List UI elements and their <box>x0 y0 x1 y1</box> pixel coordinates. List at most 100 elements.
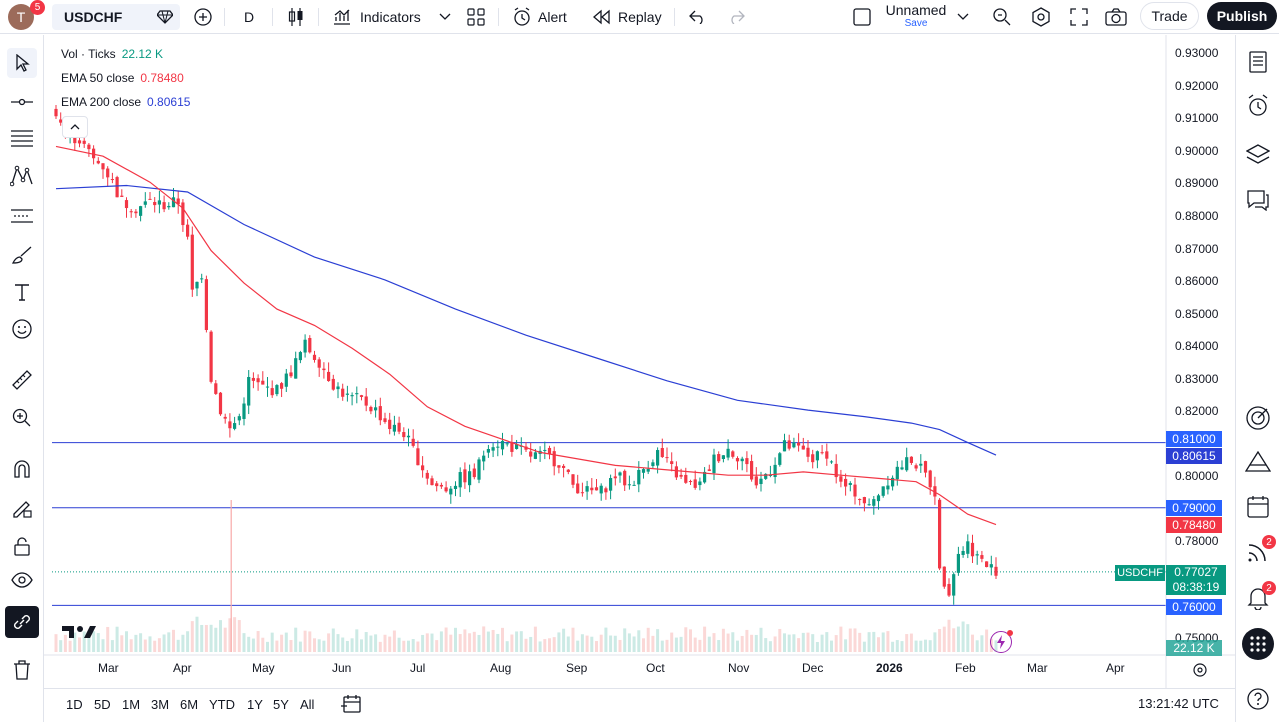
undo-icon[interactable] <box>686 0 710 34</box>
candle-body <box>891 477 895 487</box>
range-button-6m[interactable]: 6M <box>180 696 199 712</box>
volume-bar <box>510 634 514 652</box>
zoom-in-icon[interactable] <box>7 403 37 433</box>
pyramid-icon[interactable] <box>1243 447 1273 477</box>
candle-body <box>792 442 796 448</box>
candle-body <box>453 485 458 490</box>
publish-button[interactable]: Publish <box>1207 2 1277 30</box>
bell-icon[interactable] <box>1243 583 1273 613</box>
camera-icon[interactable] <box>1104 0 1128 34</box>
link-icon[interactable] <box>5 606 39 638</box>
chat-icon[interactable] <box>1243 185 1273 215</box>
candle-body <box>970 542 975 557</box>
range-button-1d[interactable]: 1D <box>66 696 83 712</box>
indicators-button[interactable]: Indicators <box>332 0 432 34</box>
text-icon[interactable] <box>7 277 37 307</box>
layers-icon[interactable] <box>1243 139 1273 169</box>
symbol-search[interactable]: USDCHF <box>52 4 180 30</box>
symbol-tag: USDCHF <box>1115 565 1165 581</box>
volume-bar <box>303 630 307 652</box>
interval-button[interactable]: D <box>243 9 255 25</box>
trash-icon[interactable] <box>7 655 37 685</box>
candle-body <box>764 473 768 479</box>
volume-bar <box>562 628 566 652</box>
volume-bar <box>270 632 274 652</box>
brush-icon[interactable] <box>7 240 37 270</box>
volume-bar <box>886 631 890 652</box>
volume-bar <box>895 640 899 652</box>
watchlist-icon[interactable] <box>1243 47 1273 77</box>
range-button-5d[interactable]: 5D <box>94 696 111 712</box>
candle-type-icon[interactable] <box>284 0 308 34</box>
pencil-lock-icon[interactable] <box>7 493 37 523</box>
range-button-ytd[interactable]: YTD <box>209 696 235 712</box>
volume-bar <box>632 636 636 652</box>
date-range-icon[interactable] <box>340 694 362 719</box>
volume-bar <box>167 632 171 652</box>
layout-toggle-icon[interactable] <box>851 0 873 34</box>
layout-name[interactable]: Unnamed Save <box>884 3 948 30</box>
candle-body <box>204 279 208 330</box>
ruler-icon[interactable] <box>7 365 37 395</box>
target-icon[interactable] <box>1243 403 1273 433</box>
range-button-all[interactable]: All <box>300 696 315 712</box>
axis-settings-icon[interactable] <box>1192 662 1208 683</box>
range-button-5y[interactable]: 5Y <box>273 696 289 712</box>
volume-bar <box>364 632 368 652</box>
candle-body <box>294 358 298 379</box>
range-button-1y[interactable]: 1Y <box>247 696 263 712</box>
legend-ema50: EMA 50 close 0.78480 <box>61 71 184 85</box>
trend-line-icon[interactable] <box>7 87 37 117</box>
diamond-icon[interactable] <box>157 10 173 24</box>
chevron-down-icon[interactable] <box>956 0 970 34</box>
volume-bar <box>280 634 284 652</box>
volume-bar <box>519 631 523 652</box>
trade-button[interactable]: Trade <box>1140 2 1199 30</box>
volume-bar <box>374 634 378 652</box>
candle-body <box>181 202 185 226</box>
volume-bar <box>383 634 387 652</box>
eye-icon[interactable] <box>7 565 37 595</box>
clock-readout[interactable]: 13:21:42 UTC <box>1138 696 1219 711</box>
price-chart[interactable] <box>44 35 1235 688</box>
alert-button[interactable]: Alert <box>512 0 576 34</box>
magnet-icon[interactable] <box>7 454 37 484</box>
settings-gear-icon[interactable] <box>1029 0 1053 34</box>
time-axis-label: Apr <box>173 661 192 675</box>
lock-icon[interactable] <box>7 531 37 561</box>
candle-body <box>195 281 199 289</box>
price-axis-label: 0.84000 <box>1175 339 1219 353</box>
candle-body <box>228 421 232 429</box>
forecast-icon[interactable] <box>7 201 37 231</box>
lightning-icon[interactable] <box>990 630 1013 653</box>
alarm-clock-icon[interactable] <box>1243 91 1273 121</box>
calendar-icon[interactable] <box>1243 492 1273 522</box>
replay-button[interactable]: Replay <box>592 0 664 34</box>
redo-icon[interactable] <box>724 0 748 34</box>
candle-body <box>576 483 580 494</box>
chevron-down-icon[interactable] <box>437 0 453 34</box>
collapse-legend-button[interactable] <box>62 116 88 138</box>
layouts-icon[interactable] <box>464 0 488 34</box>
cursor-icon[interactable] <box>7 48 37 78</box>
candle-body <box>552 451 556 467</box>
pattern-icon[interactable] <box>7 161 37 191</box>
fib-lines-icon[interactable] <box>7 123 37 153</box>
range-button-3m[interactable]: 3M <box>151 696 170 712</box>
candle-body <box>801 445 805 450</box>
user-avatar[interactable]: T <box>8 4 34 30</box>
indicators-icon <box>334 9 350 25</box>
candle-body <box>811 454 815 463</box>
fullscreen-icon[interactable] <box>1067 0 1091 34</box>
ideas-stream-icon[interactable] <box>1243 537 1273 567</box>
volume-bar <box>637 630 641 652</box>
emoji-icon[interactable] <box>7 314 37 344</box>
quick-search-icon[interactable] <box>990 0 1014 34</box>
range-button-1m[interactable]: 1M <box>122 696 141 712</box>
apps-grid-icon[interactable] <box>1242 628 1274 660</box>
volume-bar <box>665 639 669 652</box>
help-icon[interactable] <box>1243 684 1273 714</box>
volume-bar <box>397 637 401 652</box>
alarm-clock-icon <box>514 7 530 26</box>
compare-add-icon[interactable] <box>190 0 216 34</box>
